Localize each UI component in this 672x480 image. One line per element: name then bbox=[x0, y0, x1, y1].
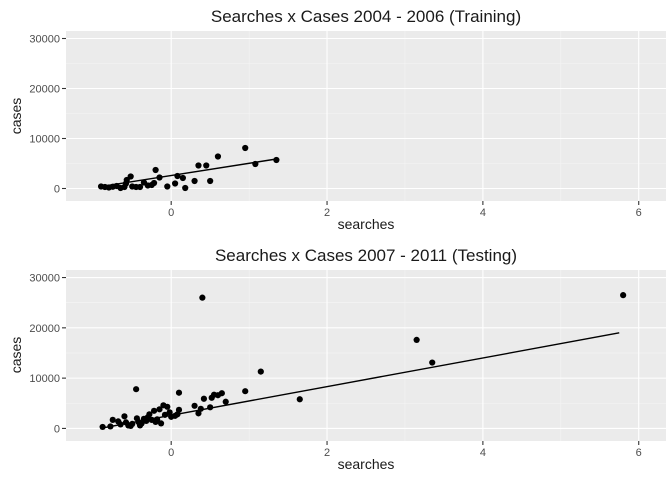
data-marks bbox=[99, 292, 627, 431]
data-point bbox=[242, 388, 249, 395]
chart-title: Searches x Cases 2007 - 2011 (Testing) bbox=[215, 246, 517, 265]
tick-labels: 0 10000 20000 30000 0 2 4 6 bbox=[29, 34, 641, 220]
training-chart: Searches x Cases 2004 - 2006 (Training) … bbox=[8, 7, 666, 232]
testing-chart: Searches x Cases 2007 - 2011 (Testing) 0… bbox=[8, 246, 666, 472]
data-point bbox=[182, 184, 189, 192]
data-point bbox=[121, 413, 128, 420]
data-point bbox=[191, 177, 198, 185]
y-tick-label: 30000 bbox=[29, 273, 60, 285]
data-point bbox=[150, 179, 158, 187]
regression-line bbox=[102, 332, 620, 429]
axis-ticks bbox=[62, 37, 640, 205]
data-point bbox=[191, 402, 198, 409]
data-point bbox=[222, 398, 229, 405]
data-point bbox=[413, 336, 420, 344]
y-axis-title: cases bbox=[8, 98, 24, 135]
data-point bbox=[164, 403, 171, 410]
plot-panel-background bbox=[66, 31, 666, 201]
data-point bbox=[207, 177, 214, 185]
data-point bbox=[127, 173, 134, 180]
y-tick-label: 30000 bbox=[29, 34, 60, 46]
axis-ticks bbox=[62, 276, 640, 445]
data-point bbox=[175, 406, 183, 413]
y-tick-label: 20000 bbox=[29, 323, 60, 335]
data-point bbox=[199, 294, 206, 301]
x-tick-label: 6 bbox=[636, 447, 642, 459]
chart-title: Searches x Cases 2004 - 2006 (Training) bbox=[211, 7, 521, 26]
data-point bbox=[152, 166, 159, 174]
data-point bbox=[179, 174, 186, 182]
x-tick-label: 0 bbox=[168, 447, 174, 459]
y-tick-label: 20000 bbox=[29, 84, 60, 96]
y-axis-title: cases bbox=[8, 337, 24, 374]
data-point bbox=[429, 359, 436, 366]
data-point bbox=[99, 423, 106, 431]
y-tick-label: 0 bbox=[54, 184, 60, 196]
data-point bbox=[218, 390, 225, 397]
data-point bbox=[150, 407, 158, 414]
x-axis-title: searches bbox=[338, 456, 395, 472]
regression-line bbox=[100, 158, 277, 188]
data-point bbox=[175, 389, 183, 396]
y-tick-label: 0 bbox=[54, 423, 60, 435]
x-tick-label: 2 bbox=[324, 447, 330, 459]
data-point bbox=[296, 396, 303, 403]
data-point bbox=[257, 368, 264, 375]
data-point bbox=[273, 156, 280, 164]
tick-labels: 0 10000 20000 30000 0 2 4 6 bbox=[29, 273, 641, 459]
x-tick-label: 4 bbox=[480, 447, 486, 459]
grid-lines bbox=[66, 270, 666, 441]
data-point bbox=[195, 162, 202, 169]
data-point bbox=[146, 411, 153, 418]
data-point bbox=[109, 416, 116, 423]
x-tick-label: 0 bbox=[168, 207, 174, 219]
data-point bbox=[214, 153, 222, 160]
data-point bbox=[133, 386, 140, 393]
plot-panel-background bbox=[66, 270, 666, 441]
data-point bbox=[200, 395, 208, 402]
y-tick-label: 10000 bbox=[29, 134, 60, 146]
data-point bbox=[620, 292, 627, 299]
data-point bbox=[242, 144, 249, 152]
data-marks bbox=[97, 144, 280, 192]
data-point bbox=[136, 183, 144, 191]
x-tick-label: 4 bbox=[480, 207, 486, 219]
x-axis-title: searches bbox=[338, 216, 395, 232]
data-point bbox=[171, 180, 179, 187]
data-point bbox=[157, 420, 165, 427]
x-tick-label: 6 bbox=[636, 207, 642, 219]
data-point bbox=[156, 406, 163, 413]
x-tick-label: 2 bbox=[324, 207, 330, 219]
data-point bbox=[203, 162, 210, 169]
data-point bbox=[164, 183, 171, 190]
y-tick-label: 10000 bbox=[29, 373, 60, 385]
